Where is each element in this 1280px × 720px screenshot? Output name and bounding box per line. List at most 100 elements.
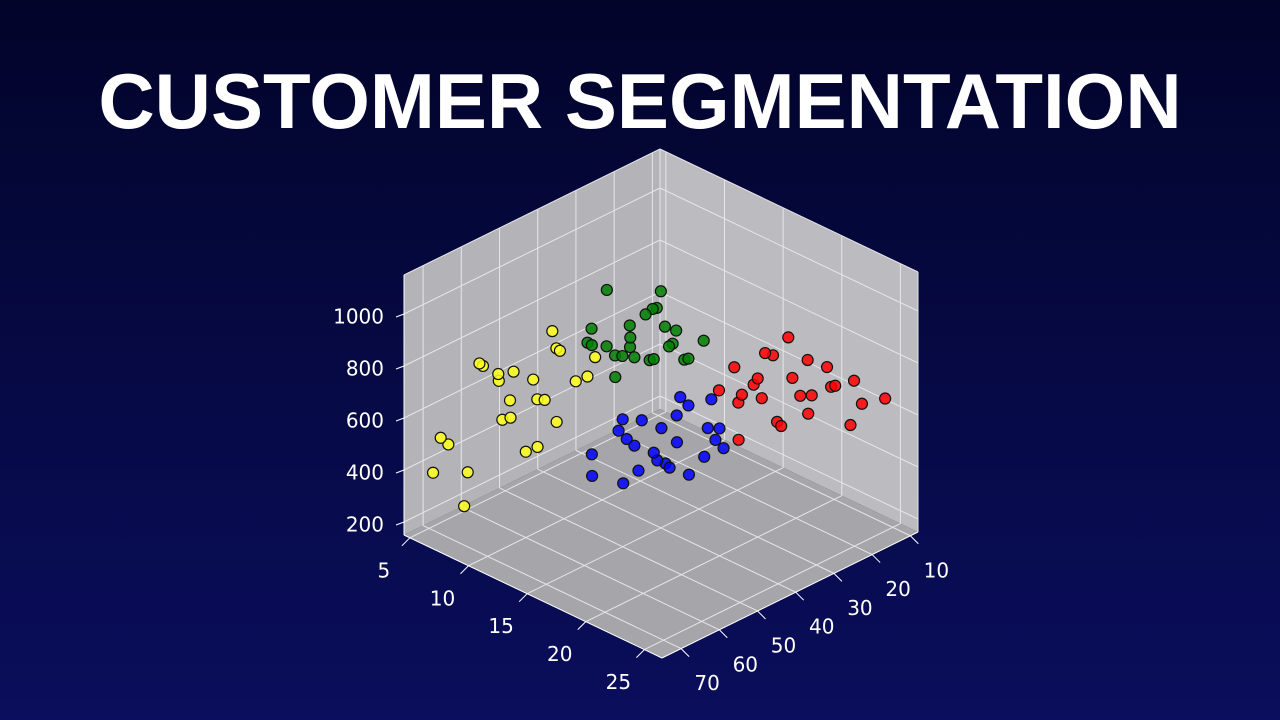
y-tick-label: 50 [771,633,796,657]
point [801,353,814,367]
point [782,331,795,344]
point [728,361,741,374]
tick-mark [680,648,690,657]
grid-line [403,239,661,367]
point [697,334,710,347]
point [616,349,629,363]
point [632,464,645,477]
point [620,432,633,446]
point [442,438,455,451]
point [755,392,768,405]
point [844,418,857,432]
point [735,388,749,401]
grid-line [461,506,720,631]
point [670,324,683,337]
point [616,413,629,426]
point [663,461,676,474]
grid-line [659,395,919,520]
tick-mark [395,417,405,422]
point [585,448,598,461]
point [600,340,613,353]
point [527,373,540,386]
point [674,391,687,404]
y-tick-label: 10 [924,558,949,582]
grid-line [652,412,911,537]
point [820,360,834,374]
point [550,415,563,429]
point [647,446,660,459]
point [473,357,486,370]
grid-line [644,523,901,651]
tick-mark [395,521,405,526]
point [705,393,718,406]
tick-mark [577,621,587,631]
grid-line [659,239,919,364]
point [585,322,598,335]
point [786,371,799,385]
axis-line [403,534,663,659]
tick-mark [833,573,843,582]
tick-mark [460,565,469,575]
grid-line [585,495,842,623]
point [717,442,730,455]
point [553,344,567,357]
tick-mark [395,365,405,370]
axes-box: 5 10 15 20 25 10 20 30 40 50 60 70 200 400 600 800 1000 [333,148,949,695]
grid-line [659,343,919,468]
point [732,433,745,446]
x-tick-label: 15 [488,614,513,638]
x-tick-label: 5 [377,558,390,582]
point [585,339,598,352]
grid-line [537,468,796,593]
grid-line [468,439,725,567]
tick-mark [395,313,405,318]
point [775,419,788,433]
point [712,384,726,397]
point [751,372,764,385]
y-tick-label: 30 [847,596,872,620]
tick-mark [401,537,411,547]
grid-line [422,525,682,650]
x-tick-label: 10 [430,586,455,610]
point [624,331,637,344]
point [639,308,652,321]
tick-mark [910,535,919,545]
point [628,439,641,452]
grid-line [403,291,661,419]
tick-mark [636,649,645,658]
y-tick-label: 20 [885,577,910,601]
point [682,352,695,365]
point [879,392,892,405]
grid-line [403,187,661,315]
point [492,367,505,381]
y-tick-label: 70 [694,671,719,695]
z-tick-label: 400 [346,461,384,485]
point [531,440,544,454]
y-tick-label: 40 [809,615,834,639]
point [628,351,641,364]
point [829,379,842,392]
pane-edge [659,148,919,273]
point [654,285,667,298]
point [617,477,630,490]
point [458,500,471,513]
grid-line [659,187,919,312]
point [655,422,668,435]
point [805,389,818,402]
point [585,469,599,483]
point [658,320,672,333]
x-tick-label: 25 [606,670,631,694]
point [682,468,696,481]
pane-edge [403,148,661,276]
plot-area [426,283,892,513]
chart-title: CUSTOMER SEGMENTATION [98,57,1181,145]
x-tick-label: 20 [547,642,572,666]
tick-mark [871,554,881,563]
point [713,422,726,435]
tick-mark [757,610,766,620]
point [600,283,613,297]
point [434,431,447,444]
grid-line [526,467,784,595]
point [794,389,807,402]
